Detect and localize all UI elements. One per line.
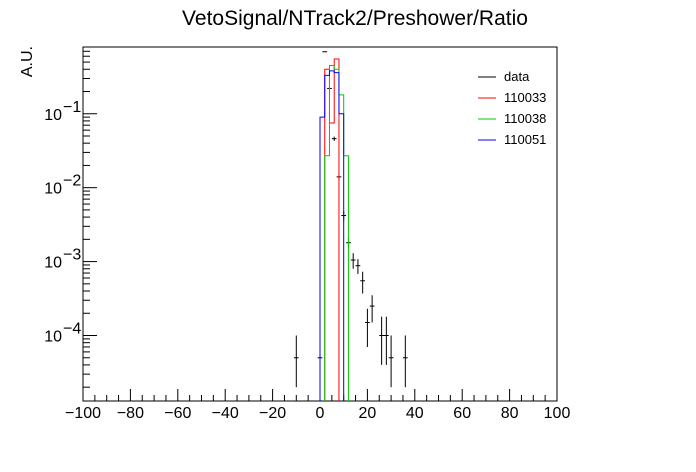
data-point: [369, 295, 375, 323]
y-tick-exponent: −1: [63, 99, 81, 116]
y-tick-label: 10: [44, 181, 62, 198]
legend-label: 110033: [504, 90, 546, 105]
y-tick-label: 10: [44, 329, 62, 346]
series-110033: [324, 58, 340, 401]
x-tick-label: −80: [117, 405, 144, 422]
y-tick-label: 10: [44, 255, 62, 272]
x-tick-label: 60: [453, 405, 471, 422]
data-point: [360, 271, 366, 294]
data-point: [379, 316, 384, 365]
legend-label: 110051: [504, 132, 546, 147]
series-110038: [324, 64, 349, 401]
y-axis-label: A.U.: [19, 46, 36, 77]
hist-outline: [319, 70, 345, 401]
data-point: [402, 335, 408, 388]
x-tick-label: −40: [212, 405, 239, 422]
data-point: [293, 335, 299, 388]
legend: data 110033 110038 110051: [478, 69, 546, 147]
hist-outline: [324, 64, 349, 401]
data-point: [350, 253, 356, 269]
data-point: [388, 335, 394, 388]
chart-title: VetoSignal/NTrack2/Preshower/Ratio: [182, 7, 528, 30]
data-point: [331, 136, 337, 141]
data-point: [365, 308, 370, 347]
legend-label: data: [504, 69, 530, 84]
x-tick-label: −20: [259, 405, 286, 422]
y-tick-exponent: −4: [63, 321, 81, 338]
x-tick-label: −100: [65, 405, 101, 422]
series-layer: [293, 51, 408, 401]
data-point: [383, 316, 389, 365]
x-tick-label: 0: [316, 405, 325, 422]
y-axis: 10−410−310−210−1: [44, 46, 97, 388]
x-tick-label: −60: [164, 405, 191, 422]
series-data: [293, 51, 408, 388]
legend-label: 110038: [504, 111, 546, 126]
x-tick-label: 80: [501, 405, 519, 422]
x-axis: −100 −80 −60 −40 −20 0 20 40 60 80 100: [65, 389, 570, 422]
hist-outline: [324, 58, 340, 401]
y-tick-label: 10: [44, 107, 62, 124]
x-tick-label: 20: [359, 405, 377, 422]
data-point: [355, 259, 361, 274]
x-tick-label: 100: [544, 405, 571, 422]
y-tick-exponent: −2: [63, 173, 81, 190]
y-tick-exponent: −3: [63, 247, 81, 264]
x-tick-label: 40: [406, 405, 424, 422]
series-110051: [319, 70, 345, 401]
